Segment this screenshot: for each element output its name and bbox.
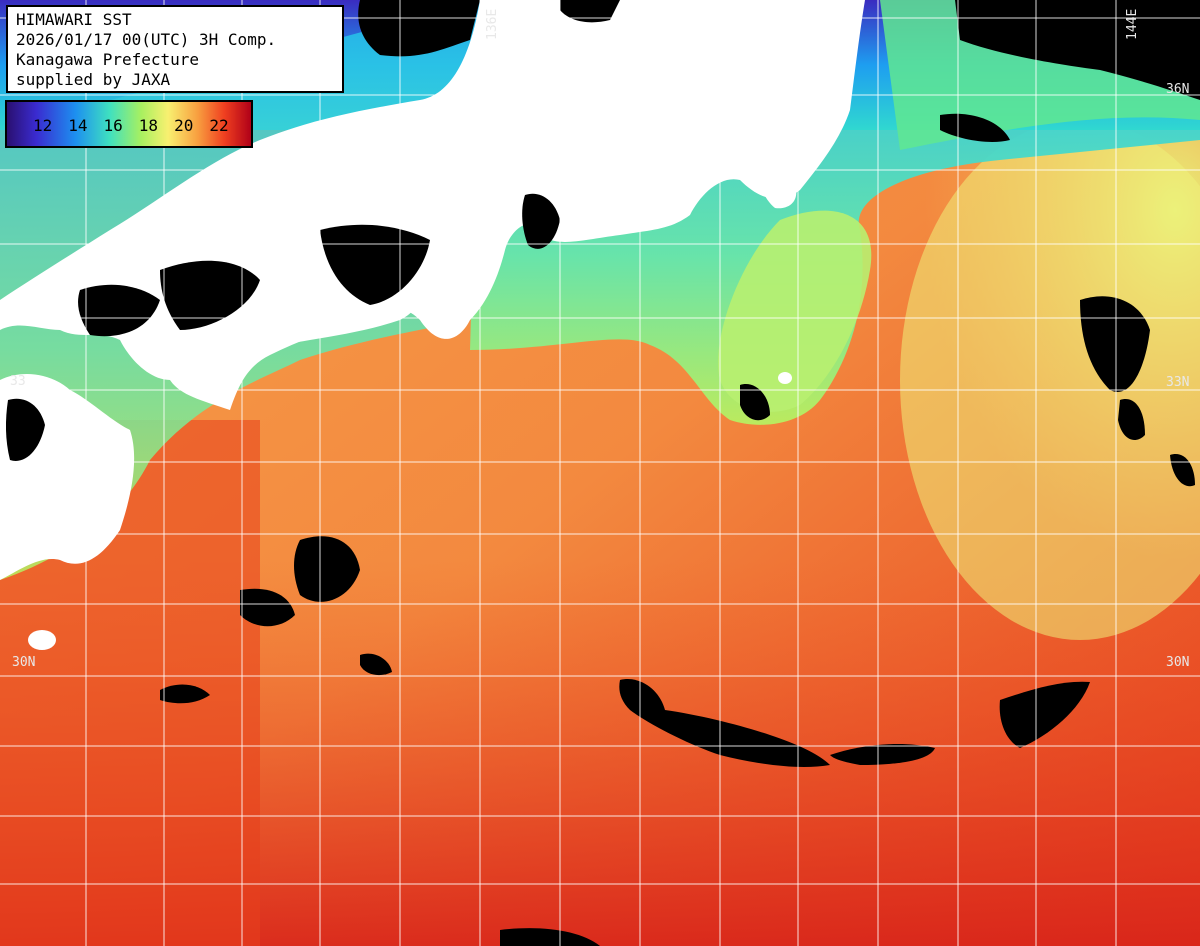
data-supplier: supplied by JAXA bbox=[16, 70, 171, 89]
cloud-izu bbox=[740, 384, 770, 421]
cloud-band-3 bbox=[999, 681, 1090, 748]
legend-tick: 16 bbox=[103, 116, 123, 135]
lat-label-33n: 33N bbox=[1166, 375, 1189, 390]
land-island-south bbox=[28, 630, 56, 650]
legend-tick: 18 bbox=[138, 116, 159, 135]
cool-plume-east bbox=[718, 210, 872, 412]
sea-east-yellow bbox=[900, 120, 1200, 640]
cloud-south bbox=[500, 928, 600, 946]
provider-prefecture: Kanagawa Prefecture bbox=[16, 50, 200, 69]
lon-label-144e: 144E bbox=[1125, 9, 1140, 40]
lon-label-136e: 136E bbox=[485, 9, 500, 40]
cloud-kii-1 bbox=[320, 224, 430, 305]
info-box: HIMAWARI SST 2026/01/17 00(UTC) 3H Comp.… bbox=[6, 5, 344, 93]
cloud-northeast bbox=[955, 0, 1200, 100]
cloud-shikoku-1 bbox=[78, 284, 160, 337]
cloud-band-2 bbox=[830, 744, 935, 765]
cloud-shikoku-2 bbox=[160, 260, 260, 330]
product-title: HIMAWARI SST bbox=[16, 10, 132, 29]
legend-tick-labels: 12 14 16 18 20 22 bbox=[33, 116, 229, 135]
legend-tick: 20 bbox=[174, 116, 194, 135]
cloud-central-3 bbox=[360, 653, 392, 676]
observation-time: 2026/01/17 00(UTC) 3H Comp. bbox=[16, 30, 277, 49]
cloud-east-2 bbox=[1118, 399, 1145, 440]
cloud-central-1 bbox=[294, 536, 360, 602]
legend-tick: 22 bbox=[209, 116, 229, 135]
lat-label-30n-left: 30N bbox=[12, 655, 35, 670]
cloud-north-1 bbox=[358, 0, 480, 57]
cloud-kii-2 bbox=[522, 193, 560, 249]
lat-label-33-left: 33 bbox=[10, 374, 26, 389]
legend-tick: 12 bbox=[33, 116, 53, 135]
legend-tick: 14 bbox=[68, 116, 88, 135]
temperature-color-legend: 12 14 16 18 20 22 bbox=[5, 100, 253, 148]
cloud-band-1 bbox=[619, 679, 830, 767]
lat-label-36n: 36N bbox=[1166, 82, 1189, 97]
cloud-east-1 bbox=[1080, 296, 1150, 392]
land-island-izu bbox=[778, 372, 792, 384]
cloud-central-2 bbox=[240, 588, 295, 627]
cloud-west-1 bbox=[160, 684, 210, 704]
cloud-north-2 bbox=[560, 0, 620, 23]
lat-label-30n-right: 30N bbox=[1166, 655, 1189, 670]
cloud-kyushu bbox=[5, 398, 45, 461]
land-izu bbox=[759, 168, 797, 209]
